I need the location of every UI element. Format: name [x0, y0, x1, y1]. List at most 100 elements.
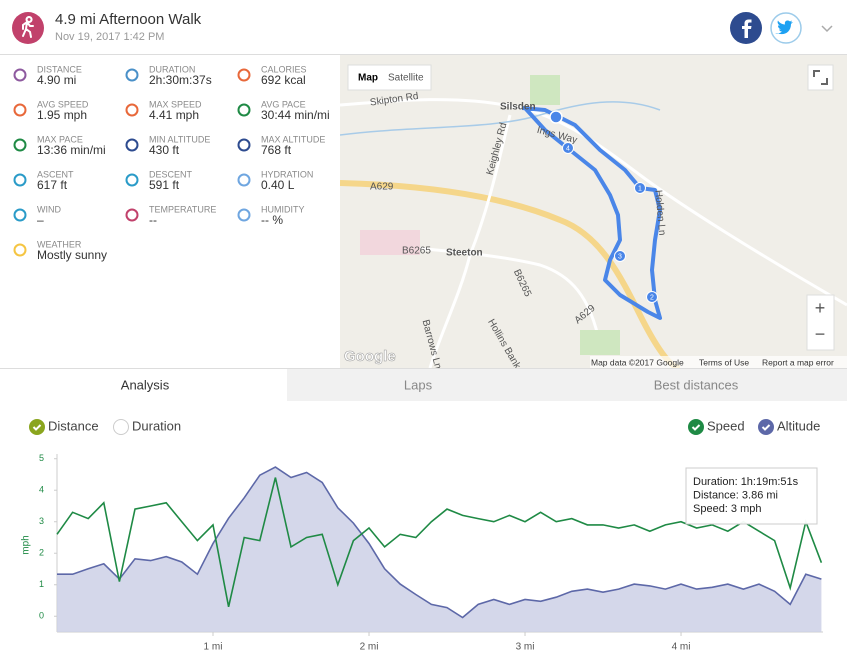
stat-label: DISTANCE — [37, 64, 82, 74]
stat-value: 4.90 mi — [37, 73, 76, 87]
twitter-glyph — [775, 20, 793, 35]
stat-icon — [237, 208, 251, 222]
stat-value: 2h:30m:37s — [149, 73, 212, 87]
y-tick-label: 2 — [39, 548, 44, 558]
tab[interactable]: Analysis — [121, 377, 170, 392]
legend-toggle[interactable] — [688, 419, 704, 435]
stat-label: TEMPERATURE — [149, 204, 216, 214]
y-tick-label: 1 — [39, 579, 44, 589]
stat-icon — [13, 103, 27, 117]
series-line — [57, 466, 822, 619]
start-pin — [549, 110, 563, 124]
route-marker — [614, 250, 626, 262]
route-marker-label: 3 — [618, 253, 622, 260]
stat-icon — [125, 68, 139, 82]
route-marker — [634, 182, 646, 194]
stat-value: 1.95 mph — [37, 108, 87, 122]
stat-label: MAX PACE — [37, 134, 83, 144]
y-tick-label: 3 — [39, 516, 44, 526]
map-label: Holden Ln — [652, 190, 667, 236]
stat-icon — [13, 243, 27, 257]
map-attribution: Map data ©2017 Google — [591, 357, 684, 367]
attribution-bar — [590, 356, 847, 368]
zoom-control — [806, 294, 835, 351]
x-option-toggle[interactable] — [113, 419, 129, 435]
stat-value: 4.41 mph — [149, 108, 199, 122]
altitude-area — [57, 467, 822, 632]
road — [379, 243, 602, 346]
stat-value: 0.40 L — [261, 178, 295, 192]
map-label: A629 — [370, 182, 394, 193]
stat-icon — [13, 68, 27, 82]
map[interactable]: Map SatelliteSilsdenSteetonA629A629Keighl… — [340, 55, 847, 383]
tab[interactable]: Best distances — [654, 377, 739, 392]
tooltip-line: Distance: 3.86 mi — [693, 489, 778, 501]
fullscreen-button[interactable] — [807, 64, 834, 91]
map-label: B6265 — [402, 246, 431, 257]
map-label: Silsden — [500, 102, 536, 113]
tooltip-line: Speed: 3 mph — [693, 503, 762, 515]
chart: Distance Duration Speed Altitude mph 0 1 2 3 4 5 1 … — [21, 418, 823, 653]
stat-icon — [125, 138, 139, 152]
route-marker-label: 4 — [566, 145, 570, 152]
stat-icon — [125, 103, 139, 117]
map-label: Steeton — [446, 248, 483, 259]
route-marker-label: 2 — [650, 294, 654, 301]
stat-icon — [13, 173, 27, 187]
stat-icon — [237, 138, 251, 152]
activity-title: 4.9 mi Afternoon Walk — [55, 11, 202, 28]
stat-label: MAX ALTITUDE — [261, 134, 325, 144]
google-logo: Google — [344, 348, 396, 365]
activity-icon — [12, 12, 44, 44]
stat-label: ASCENT — [37, 169, 74, 179]
park — [530, 75, 560, 105]
stat-label: WIND — [37, 204, 61, 214]
x-option-label[interactable]: Duration — [132, 418, 181, 433]
x-tick-label: 4 mi — [672, 642, 691, 653]
legend-label[interactable]: Altitude — [777, 418, 820, 433]
check-glyph — [761, 424, 771, 431]
stat-label: MIN ALTITUDE — [149, 134, 210, 144]
expand-chevron[interactable] — [821, 25, 833, 33]
x-option-toggle[interactable] — [29, 419, 45, 435]
satellite-button[interactable]: Satellite — [388, 73, 424, 84]
facebook-glyph — [742, 19, 752, 38]
stat-value: 692 kcal — [261, 73, 306, 87]
stat-value: 30:44 min/mi — [261, 108, 330, 122]
stat-value: 617 ft — [37, 178, 68, 192]
walker-glyph — [22, 16, 34, 38]
stat-value: – — [37, 213, 44, 227]
legend-toggle[interactable] — [758, 419, 774, 435]
map-attribution[interactable]: Terms of Use — [699, 357, 749, 367]
park — [580, 330, 620, 355]
stat-value: 591 ft — [149, 178, 180, 192]
legend-label[interactable]: Speed — [707, 418, 745, 433]
check-glyph — [32, 424, 42, 431]
stat-label: AVG SPEED — [37, 99, 89, 109]
stat-label: CALORIES — [261, 64, 307, 74]
x-option-label[interactable]: Distance — [48, 418, 99, 433]
route — [521, 106, 662, 320]
tab[interactable]: Laps — [404, 377, 433, 392]
map-type-control — [347, 64, 432, 91]
stat-value: 430 ft — [149, 143, 180, 157]
x-tick-label: 3 mi — [516, 642, 535, 653]
stat-icon — [125, 208, 139, 222]
stat-value: 768 ft — [261, 143, 292, 157]
tooltip-box — [685, 467, 818, 525]
activity-date: Nov 19, 2017 1:42 PM — [55, 31, 164, 43]
road-a629 — [340, 180, 681, 368]
y-tick-label: 4 — [39, 485, 44, 495]
inactive-tabs — [287, 369, 847, 401]
tooltip-line: Duration: 1h:19m:51s — [693, 476, 799, 488]
y-tick-label: 0 — [39, 611, 44, 621]
map-button[interactable]: Map — [358, 73, 378, 84]
zoom-in[interactable]: + — [815, 298, 826, 318]
map-attribution[interactable]: Report a map error — [762, 357, 834, 367]
stat-label: DURATION — [149, 64, 195, 74]
route-marker-label: 1 — [638, 185, 642, 192]
x-tick-label: 1 mi — [204, 642, 223, 653]
zoom-out[interactable]: − — [815, 324, 826, 344]
stat-icon — [13, 138, 27, 152]
